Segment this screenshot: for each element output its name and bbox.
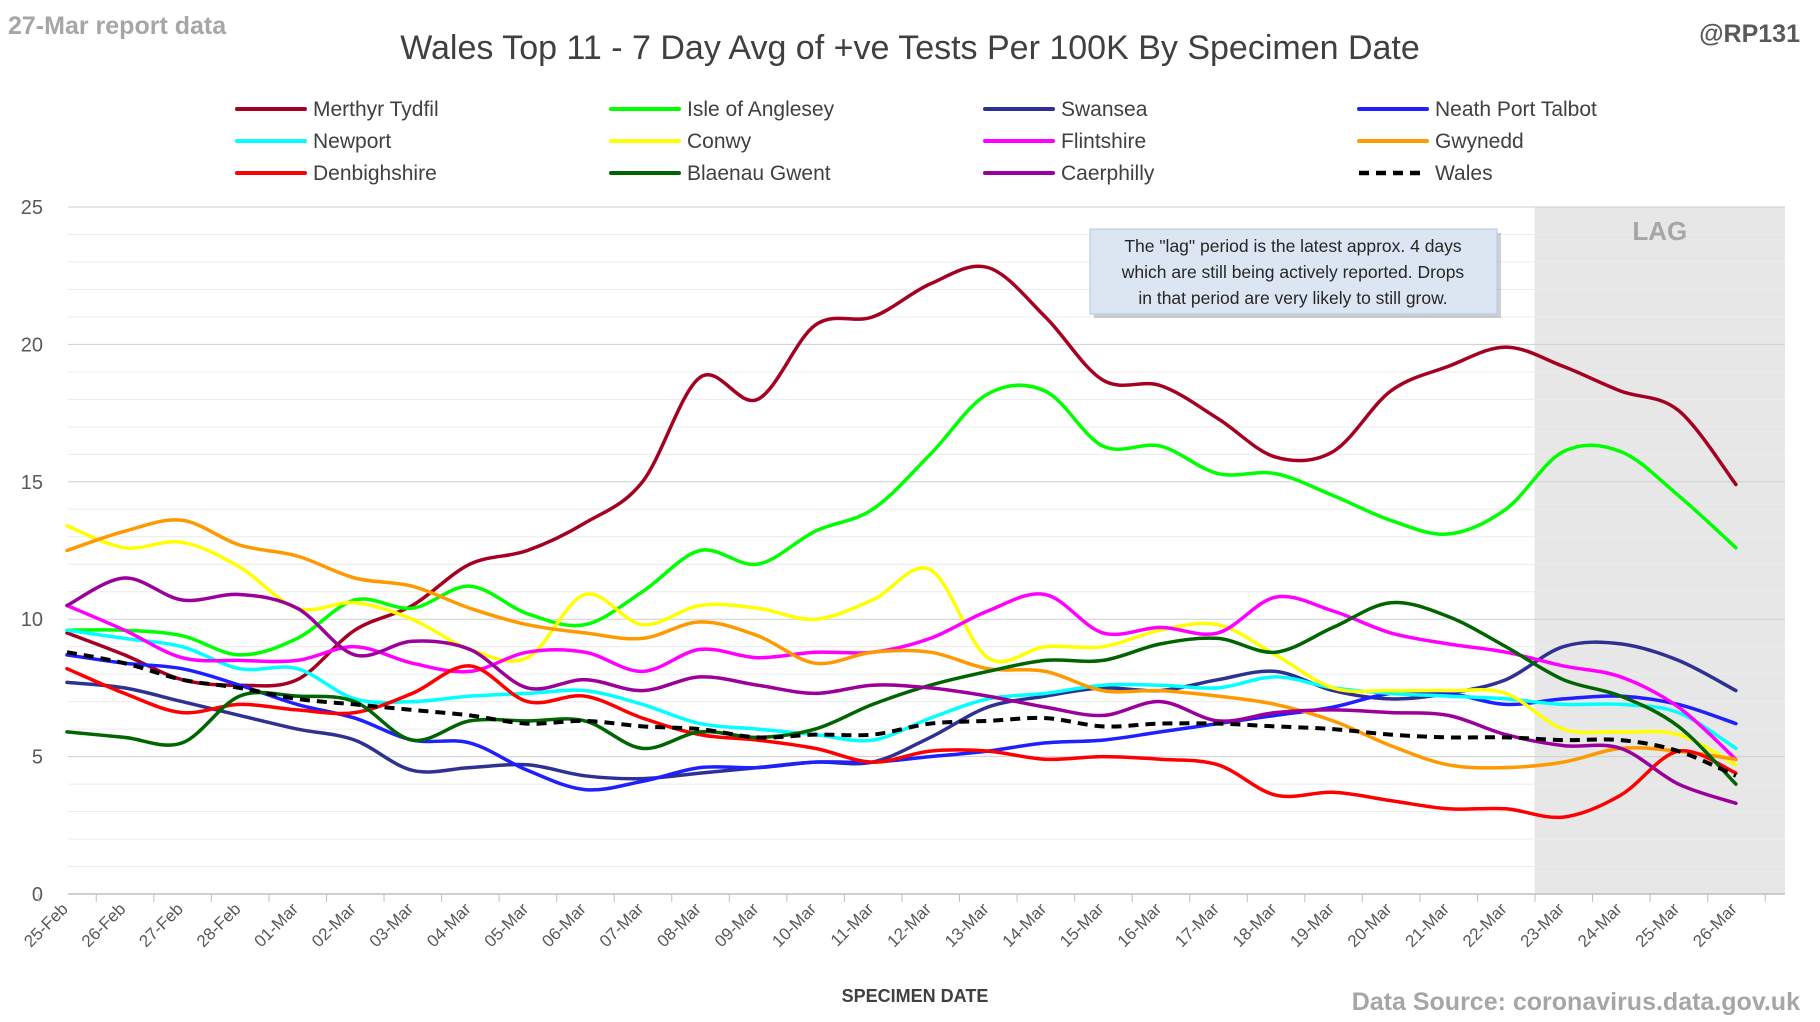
series-line-flintshire xyxy=(65,592,1738,762)
series-line-isle-of-anglesey xyxy=(65,383,1738,657)
data-source-label: Data Source: coronavirus.data.gov.uk xyxy=(1352,988,1800,1016)
annotation-background xyxy=(1089,228,1498,315)
series-line-denbighshire xyxy=(65,664,1738,820)
legend-label-conwy: Conwy xyxy=(687,130,752,153)
legend-label-caerphilly: Caerphilly xyxy=(1061,162,1155,185)
legend-label-isle-of-anglesey: Isle of Anglesey xyxy=(687,98,835,121)
legend-label-wales: Wales xyxy=(1435,162,1493,185)
legend-label-merthyr-tydfil: Merthyr Tydfil xyxy=(313,98,439,121)
y-tick-label: 15 xyxy=(21,472,43,494)
series-line-gwynedd xyxy=(65,518,1738,770)
annotation-line-2: which are still being actively reported.… xyxy=(1121,262,1465,282)
legend-label-flintshire: Flintshire xyxy=(1061,130,1146,153)
legend-label-denbighshire: Denbighshire xyxy=(313,162,437,185)
x-axis-title: SPECIMEN DATE xyxy=(842,986,989,1006)
lag-period-band xyxy=(1534,207,1785,894)
y-tick-label: 5 xyxy=(32,747,43,769)
y-tick-label: 25 xyxy=(21,197,43,219)
legend-label-newport: Newport xyxy=(313,130,391,153)
y-tick-label: 0 xyxy=(32,884,43,906)
y-tick-label: 10 xyxy=(21,609,43,631)
chart-title: Wales Top 11 - 7 Day Avg of +ve Tests Pe… xyxy=(400,29,1420,67)
lag-annotation-box: The "lag" period is the latest approx. 4… xyxy=(1089,228,1501,318)
annotation-line-3: in that period are very likely to still … xyxy=(1138,288,1447,308)
series-lines xyxy=(65,264,1738,820)
gridlines xyxy=(68,206,1785,868)
annotation-line-1: The "lag" period is the latest approx. 4… xyxy=(1124,236,1462,256)
y-axis-ticks: 0 5 10 15 20 25 xyxy=(21,197,43,906)
legend-label-neath-port-talbot: Neath Port Talbot xyxy=(1435,98,1597,121)
author-handle: @RP131 xyxy=(1699,20,1800,48)
y-tick-label: 20 xyxy=(21,334,43,356)
legend-label-blaenau-gwent: Blaenau Gwent xyxy=(687,162,831,185)
report-date-label: 27-Mar report data xyxy=(8,12,227,40)
series-line-caerphilly xyxy=(65,576,1738,806)
legend-label-gwynedd: Gwynedd xyxy=(1435,130,1524,153)
lag-label: LAG xyxy=(1632,216,1687,246)
series-line-conwy xyxy=(65,524,1738,767)
series-line-blaenau-gwent xyxy=(65,600,1738,786)
series-line-merthyr-tydfil xyxy=(65,264,1738,688)
legend-label-swansea: Swansea xyxy=(1061,98,1148,121)
series-line-wales xyxy=(66,650,1737,778)
legend: Merthyr Tydfil Isle of Anglesey Swansea Nea… xyxy=(235,98,1597,185)
